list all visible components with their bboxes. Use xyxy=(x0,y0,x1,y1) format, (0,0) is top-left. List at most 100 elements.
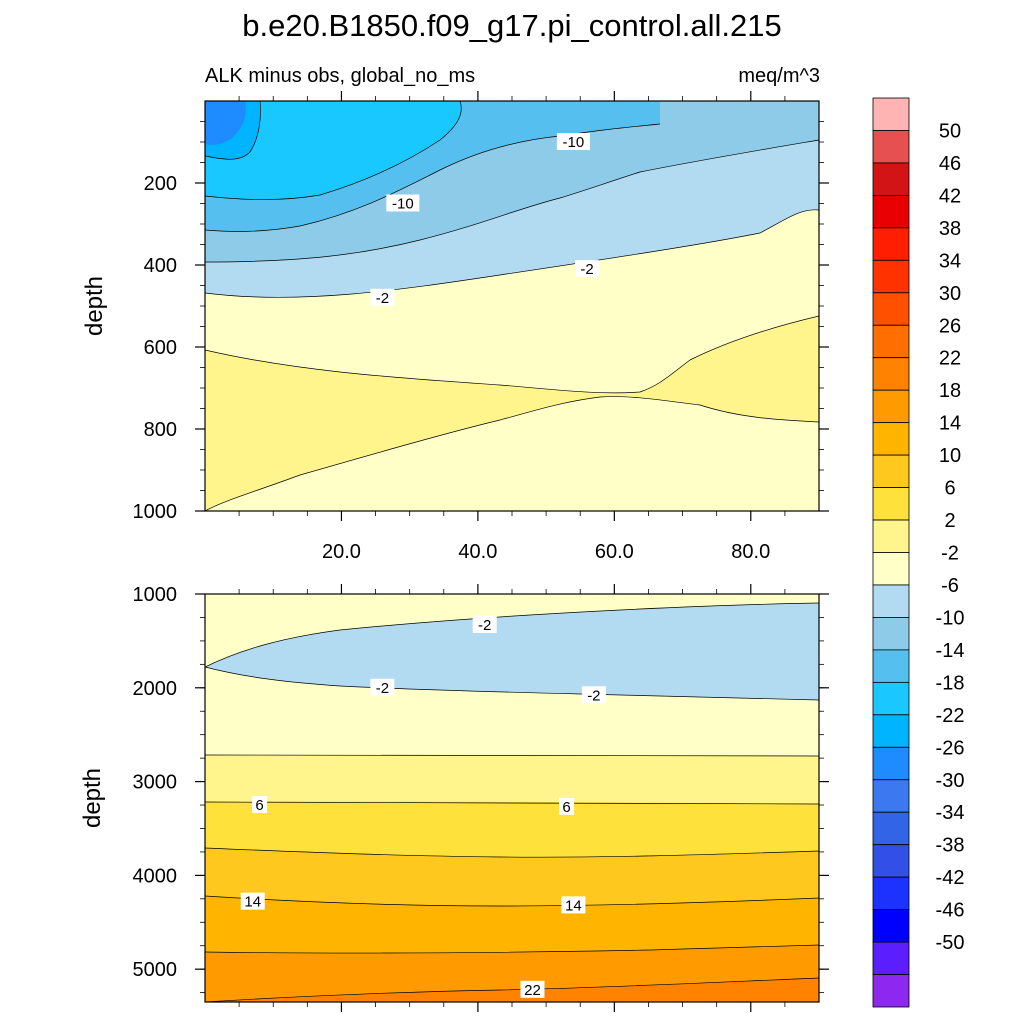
contour-label: -10 xyxy=(563,134,585,151)
y-tick-label: 1000 xyxy=(133,584,178,606)
y-tick-label: 800 xyxy=(144,419,177,441)
contour-label-bg xyxy=(581,686,606,704)
colorbar-swatch xyxy=(872,941,910,975)
colorbar-swatch xyxy=(872,584,910,618)
contour-label-bg xyxy=(556,133,590,150)
contour-label: 14 xyxy=(565,897,582,914)
y-tick-label: 1000 xyxy=(133,501,178,523)
contour-line xyxy=(205,315,819,394)
contour-line xyxy=(205,101,261,160)
colorbar-label: 14 xyxy=(939,413,961,435)
contour-region--18 xyxy=(205,101,462,200)
colorbar-swatch xyxy=(872,649,910,683)
colorbar-swatch xyxy=(872,130,910,164)
colorbar-swatch xyxy=(872,422,910,456)
upper-contour-fill xyxy=(205,101,819,511)
contour-label-bg xyxy=(252,796,268,814)
colorbar-label: 10 xyxy=(939,445,961,467)
colorbar-swatch xyxy=(872,714,910,748)
y-tick-label: 2000 xyxy=(133,678,178,700)
contour-label-bg xyxy=(370,288,395,306)
colorbar-swatch xyxy=(872,746,910,781)
contour-label: -2 xyxy=(376,290,389,307)
colorbar-label: -10 xyxy=(936,607,965,629)
contour-region-2 xyxy=(205,316,819,511)
contour-label: -2 xyxy=(587,687,600,704)
contour-line xyxy=(205,209,819,298)
upper-axis-ticks: 200 400 600 800 1000 20.0 40.0 60.0 80.0 xyxy=(133,91,829,563)
y-tick-label: 200 xyxy=(144,173,177,195)
colorbar-label: 6 xyxy=(944,478,955,500)
lower-contour-panel: -2 -2 -2 6 6 14 14 22 1000 2000 3000 4000 5000 dept… xyxy=(79,584,829,1012)
main-title: b.e20.B1850.f09_g17.pi_control.all.215 xyxy=(242,8,782,43)
x-tick-label: 60.0 xyxy=(595,541,634,563)
colorbar-label: 2 xyxy=(944,510,955,532)
colorbar-label: -22 xyxy=(936,705,965,727)
contour-line xyxy=(205,139,819,263)
colorbar-label: -18 xyxy=(936,672,965,694)
colorbar-label: 26 xyxy=(939,315,961,337)
x-tick-label: 40.0 xyxy=(458,541,497,563)
contour-label-bg xyxy=(520,980,545,998)
colorbar-swatch xyxy=(872,227,910,261)
lower-axis-ticks: 1000 2000 3000 4000 5000 xyxy=(133,584,829,1012)
colorbar-label: -34 xyxy=(936,802,965,824)
contour-label: -2 xyxy=(376,680,389,697)
colorbar-label: -42 xyxy=(936,867,965,889)
lower-contour-fill xyxy=(205,594,819,1002)
lower-contour-labels: -2 -2 -2 6 6 14 14 22 xyxy=(240,615,606,999)
colorbar-swatch xyxy=(872,259,910,294)
contour-line xyxy=(205,101,462,200)
y-tick-label: 600 xyxy=(144,337,177,359)
colorbar-swatch xyxy=(872,681,910,716)
y-tick-label: 4000 xyxy=(133,865,178,887)
contour-label: -2 xyxy=(580,261,593,278)
contour-line xyxy=(205,944,819,954)
contour-label: 22 xyxy=(524,982,541,999)
contour-label-bg xyxy=(559,797,575,815)
colorbar: 50 46 42 38 34 30 26 22 18 14 10 6 2 -2 -6 -10 -14 -18 -22… xyxy=(872,97,965,1008)
upper-y-axis-label: depth xyxy=(81,276,108,336)
colorbar-label: 38 xyxy=(939,218,961,240)
x-tick-label: 20.0 xyxy=(322,541,361,563)
contour-line xyxy=(205,396,819,511)
colorbar-label: 34 xyxy=(939,250,961,272)
colorbar-label: 50 xyxy=(939,120,961,142)
colorbar-swatch xyxy=(872,324,910,359)
contour-region--26 xyxy=(205,101,246,145)
y-tick-label: 3000 xyxy=(133,772,178,794)
colorbar-swatch xyxy=(872,844,910,878)
upper-contour-lines xyxy=(205,101,819,511)
contour-label: -10 xyxy=(392,196,414,213)
colorbar-label: 46 xyxy=(939,153,961,175)
colorbar-label: 18 xyxy=(939,380,961,402)
contour-line xyxy=(205,666,819,701)
colorbar-swatch xyxy=(872,454,910,488)
colorbar-label: -6 xyxy=(941,575,959,597)
colorbar-swatch xyxy=(872,909,910,943)
contour-label-bg xyxy=(575,260,600,278)
contour-line xyxy=(205,895,819,907)
colorbar-label: -30 xyxy=(936,770,965,792)
colorbar-swatch xyxy=(872,876,910,911)
colorbar-swatch xyxy=(872,811,910,846)
colorbar-swatch xyxy=(872,779,910,813)
contour-label: -2 xyxy=(478,617,491,634)
colorbar-label: 42 xyxy=(939,185,961,207)
contour-line xyxy=(205,977,819,1002)
contour-line xyxy=(205,602,819,668)
colorbar-swatch xyxy=(872,617,910,651)
lower-contour-lines xyxy=(205,602,819,1002)
colorbar-swatch xyxy=(872,974,910,1008)
contour-label-bg xyxy=(370,678,395,696)
colorbar-label: -26 xyxy=(936,737,965,759)
colorbar-swatch xyxy=(872,487,910,521)
colorbar-swatch xyxy=(872,519,910,553)
colorbar-swatch xyxy=(872,97,910,131)
contour-label-bg xyxy=(386,194,420,212)
colorbar-swatch xyxy=(872,389,910,424)
x-tick-label: 80.0 xyxy=(731,541,770,563)
contour-label-bg xyxy=(472,615,497,633)
colorbar-swatch xyxy=(872,357,910,391)
